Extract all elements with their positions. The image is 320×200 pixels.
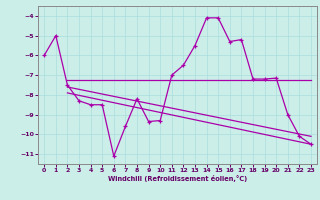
- X-axis label: Windchill (Refroidissement éolien,°C): Windchill (Refroidissement éolien,°C): [108, 175, 247, 182]
